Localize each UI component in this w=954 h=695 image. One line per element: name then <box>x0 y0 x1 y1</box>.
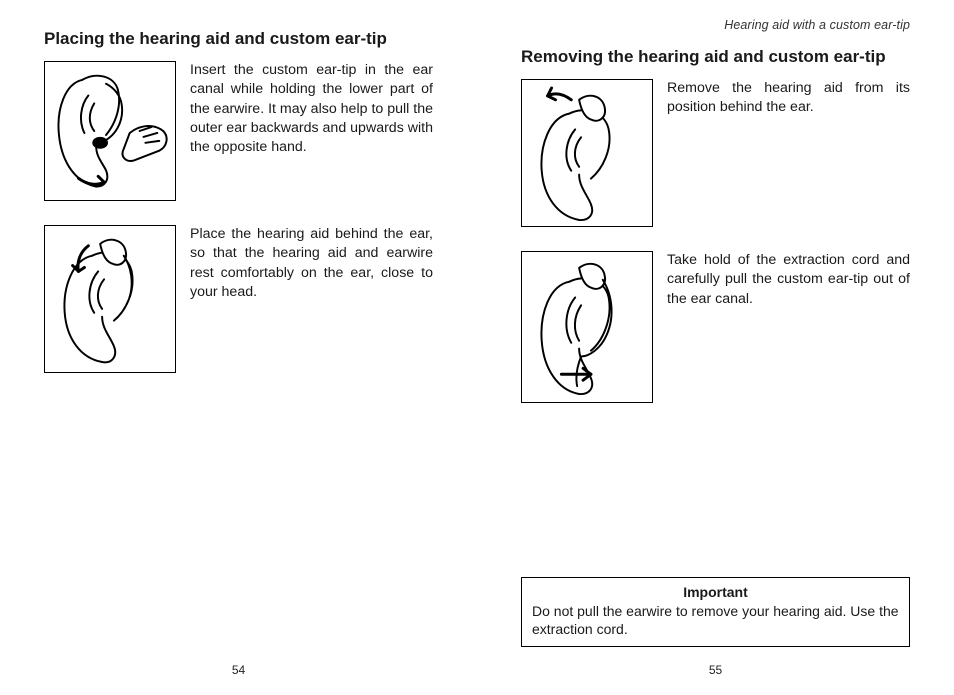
important-title: Important <box>532 584 899 600</box>
right-step-2-text: Take hold of the extraction cord and car… <box>667 251 910 309</box>
manual-spread: Placing the hearing aid and custom ear-t… <box>0 0 954 695</box>
ear-insert-icon <box>45 61 175 201</box>
running-head: Hearing aid with a custom ear-tip <box>521 18 910 32</box>
left-step-2: Place the hearing aid behind the ear, so… <box>44 225 433 373</box>
left-step-1-text: Insert the custom ear-tip in the ear can… <box>190 61 433 157</box>
right-step-1: Remove the hearing aid from its position… <box>521 79 910 227</box>
right-page: Hearing aid with a custom ear-tip Removi… <box>477 0 954 695</box>
illus-insert-eartip <box>44 61 176 201</box>
illus-place-behind-ear <box>44 225 176 373</box>
illus-pull-cord <box>521 251 653 403</box>
right-step-2: Take hold of the extraction cord and car… <box>521 251 910 403</box>
left-pagenum: 54 <box>0 663 477 677</box>
left-step-2-text: Place the hearing aid behind the ear, so… <box>190 225 433 302</box>
illus-remove-device <box>521 79 653 227</box>
ear-place-icon <box>45 225 175 373</box>
important-body: Do not pull the earwire to remove your h… <box>532 602 899 638</box>
ear-pull-cord-icon <box>522 251 652 403</box>
right-title: Removing the hearing aid and custom ear-… <box>521 46 910 67</box>
important-box: Important Do not pull the earwire to rem… <box>521 577 910 647</box>
left-title: Placing the hearing aid and custom ear-t… <box>44 28 433 49</box>
right-step-1-text: Remove the hearing aid from its position… <box>667 79 910 117</box>
left-step-1: Insert the custom ear-tip in the ear can… <box>44 61 433 201</box>
right-pagenum: 55 <box>477 663 954 677</box>
ear-remove-device-icon <box>522 79 652 227</box>
left-page: Placing the hearing aid and custom ear-t… <box>0 0 477 695</box>
